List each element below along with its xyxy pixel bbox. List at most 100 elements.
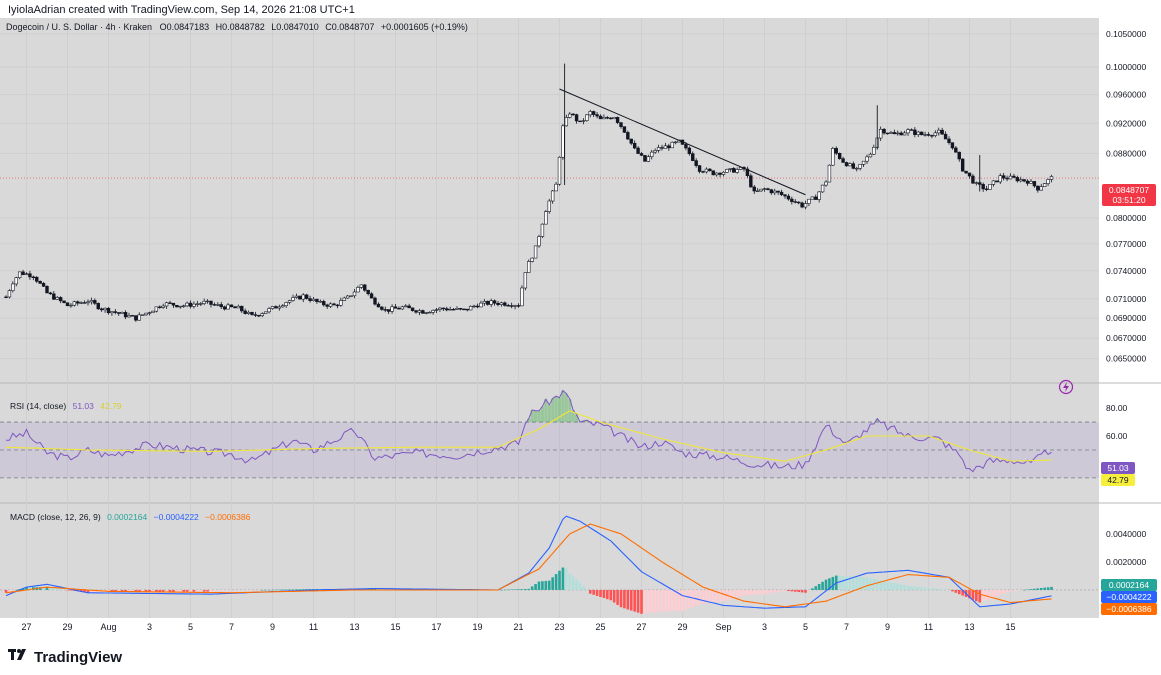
macd-hist-bar: [848, 576, 852, 590]
macd-hist-bar: [773, 589, 777, 593]
candle-body: [1042, 183, 1047, 187]
macd-hist-bar: [117, 589, 121, 592]
macd-signal-badge-text: −0.0006386: [1106, 604, 1151, 614]
macd-hist-bar: [1016, 589, 1019, 591]
macd-hist-bar: [592, 589, 595, 595]
macd-hist-bar: [705, 589, 708, 603]
candle-body: [564, 117, 569, 127]
candle-body: [199, 303, 203, 305]
candle-body: [796, 201, 801, 204]
macd-hist-bar: [1033, 588, 1036, 590]
candle-body: [878, 128, 883, 139]
macd-hist-bar: [916, 586, 920, 590]
macd-hist-bar: [196, 589, 199, 592]
macd-hist-bar: [790, 589, 794, 592]
trendline-segment: [559, 88, 806, 196]
candle-body: [1022, 179, 1026, 182]
candle-body: [318, 301, 323, 303]
candle-body: [913, 129, 917, 135]
candle-body: [991, 180, 996, 185]
macd-line-badge: [1101, 591, 1157, 603]
macd-hist-bar: [281, 589, 285, 591]
candle-body: [940, 129, 944, 135]
candle-body: [663, 145, 668, 149]
macd-hist-bar: [623, 589, 626, 609]
candle-body: [735, 169, 739, 173]
macd-hist-bar: [1050, 586, 1053, 590]
candle-body: [294, 295, 299, 298]
macd-hist-bar: [879, 580, 882, 590]
candle-body: [520, 287, 524, 307]
chart-svg[interactable]: 27 29 Aug 3 5 7 9 11 13 15 17 19 21 23 25 27 29 Sep 3 5 7 9 11…: [0, 18, 1161, 636]
candle-body: [769, 189, 774, 194]
macd-hist-bar: [650, 589, 654, 613]
candle-body: [216, 304, 220, 306]
macd-hist-bar: [629, 589, 633, 611]
candle-body: [954, 147, 958, 153]
macd-hist-bar: [1036, 588, 1040, 590]
macd-hist-bar: [513, 589, 517, 590]
macd-hist-bar: [1046, 587, 1050, 590]
candle-body: [257, 315, 261, 317]
candle-body: [130, 315, 135, 317]
macd-hist-bar: [131, 589, 134, 592]
candle-body: [909, 129, 914, 131]
price-tick-label: 0.0800000: [1106, 213, 1146, 223]
macd-hist-bar: [609, 589, 613, 601]
macd-hist-bar: [653, 589, 657, 613]
candle-body: [76, 301, 80, 304]
macd-hist-bar: [568, 573, 572, 590]
candle-body: [872, 146, 876, 155]
chart-area[interactable]: 27 29 Aug 3 5 7 9 11 13 15 17 19 21 23 25 27 29 Sep 3 5 7 9 11…: [0, 18, 1161, 636]
candle-body: [595, 114, 599, 117]
macd-hist-bar: [544, 580, 548, 590]
rsi-ma-line: [5, 410, 1052, 462]
macd-hist-bar: [243, 589, 247, 591]
candle-body: [55, 297, 59, 300]
macd-tick-label: 0.0020000: [1106, 557, 1146, 567]
candle-body: [732, 168, 736, 173]
macd-hist-bar: [688, 589, 691, 609]
x-tick-label: 5: [188, 622, 193, 632]
tradingview-footer[interactable]: TradingView: [8, 646, 122, 668]
macd-hist-bar: [971, 589, 975, 600]
candle-body: [714, 172, 719, 176]
trendline[interactable]: [559, 88, 806, 196]
macd-hist-bar: [612, 589, 616, 603]
x-tick-label: 13: [349, 622, 359, 632]
macd-hist-bar: [913, 586, 917, 590]
macd-hist-bar: [708, 589, 712, 603]
candle-body: [359, 284, 364, 288]
macd-hist-bar: [237, 589, 240, 591]
x-tick-label: 11: [309, 622, 318, 632]
candle-body: [212, 304, 217, 306]
lightning-icon[interactable]: [1058, 379, 1074, 395]
candle-body: [17, 271, 22, 278]
macd-hist-bar: [838, 575, 841, 590]
candle-body: [615, 117, 620, 123]
symbol-legend[interactable]: Dogecoin / U. S. Dollar · 4h · Kraken O0…: [6, 22, 468, 32]
macd-hist-bar: [599, 589, 602, 597]
macd-hist-bar: [558, 570, 561, 590]
rsi-tick-label: 60.00: [1106, 431, 1128, 441]
macd-hist-bar: [107, 589, 110, 592]
candle-body: [441, 307, 446, 310]
macd-hist-bar: [4, 589, 8, 593]
macd-hist-bar: [158, 589, 162, 592]
rsi-legend[interactable]: RSI (14, close) 51.03 42.79: [10, 401, 122, 411]
candle-body: [117, 312, 121, 314]
macd-legend[interactable]: MACD (close, 12, 26, 9) 0.0002164 −0.000…: [10, 512, 251, 522]
candle-body: [195, 303, 200, 305]
candle-body: [1049, 176, 1054, 180]
x-tick-label: 9: [270, 622, 275, 632]
candle-body: [24, 273, 29, 275]
candle-body: [629, 138, 633, 144]
candle-body: [161, 305, 165, 308]
macd-hist-bar: [954, 589, 958, 593]
candle-body: [598, 115, 603, 120]
price-tick-label: 0.0770000: [1106, 239, 1146, 249]
candle-body: [544, 211, 548, 225]
candle-body: [164, 302, 169, 307]
macd-hist-bar: [602, 589, 606, 599]
macd-line-badge-text: −0.0004222: [1106, 592, 1151, 602]
